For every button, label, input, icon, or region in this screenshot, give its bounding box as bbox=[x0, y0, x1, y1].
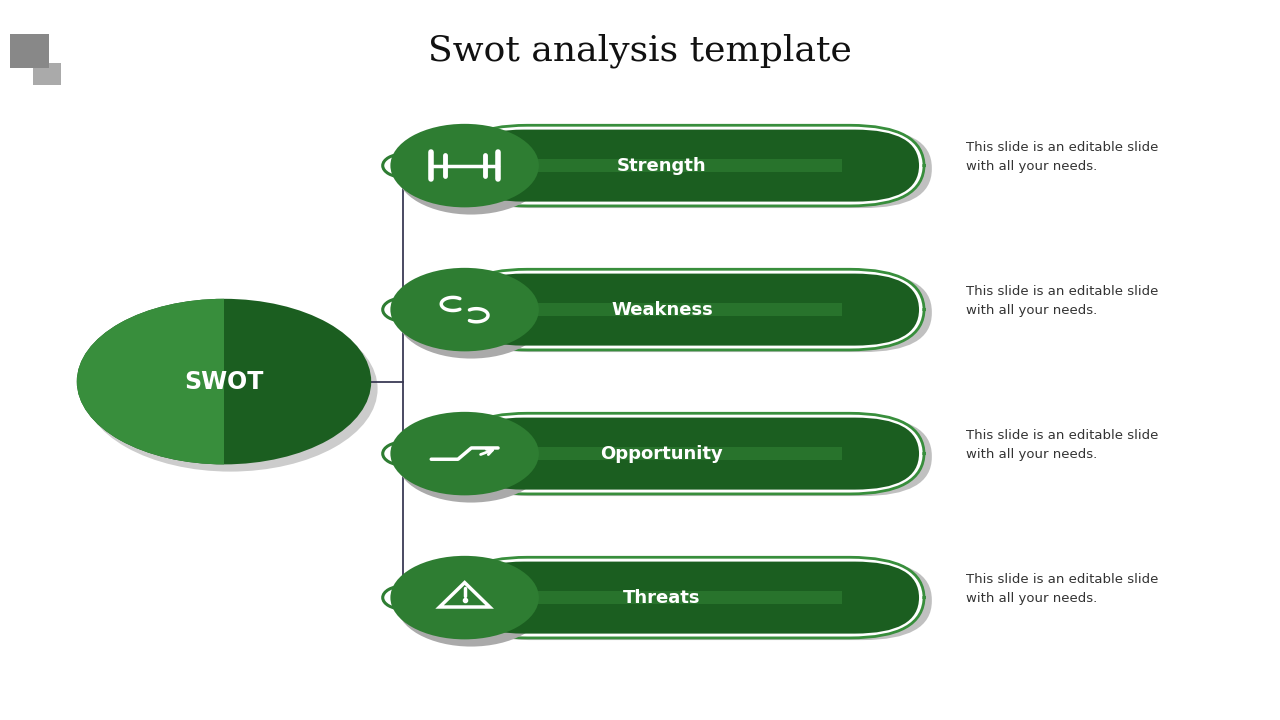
Circle shape bbox=[390, 124, 539, 207]
Circle shape bbox=[77, 299, 371, 464]
Circle shape bbox=[394, 161, 412, 171]
FancyBboxPatch shape bbox=[461, 417, 932, 496]
Circle shape bbox=[383, 298, 424, 321]
Circle shape bbox=[397, 419, 545, 503]
Text: Threats: Threats bbox=[623, 589, 700, 606]
Text: Strength: Strength bbox=[617, 157, 707, 175]
Circle shape bbox=[394, 449, 412, 459]
Text: This slide is an editable slide
with all your needs.: This slide is an editable slide with all… bbox=[966, 141, 1158, 173]
Circle shape bbox=[394, 305, 412, 315]
Text: Weakness: Weakness bbox=[611, 301, 713, 319]
FancyBboxPatch shape bbox=[461, 273, 932, 352]
Circle shape bbox=[383, 154, 424, 177]
Circle shape bbox=[394, 593, 412, 603]
FancyBboxPatch shape bbox=[453, 557, 924, 638]
FancyBboxPatch shape bbox=[453, 269, 924, 350]
FancyBboxPatch shape bbox=[524, 303, 842, 316]
FancyBboxPatch shape bbox=[460, 418, 919, 490]
Text: Opportunity: Opportunity bbox=[600, 444, 723, 463]
FancyBboxPatch shape bbox=[460, 274, 919, 346]
Circle shape bbox=[390, 556, 539, 639]
Circle shape bbox=[390, 412, 539, 495]
Circle shape bbox=[397, 275, 545, 359]
Wedge shape bbox=[77, 299, 224, 464]
Circle shape bbox=[383, 154, 424, 177]
FancyBboxPatch shape bbox=[524, 159, 842, 172]
Text: This slide is an editable slide
with all your needs.: This slide is an editable slide with all… bbox=[966, 573, 1158, 605]
FancyBboxPatch shape bbox=[460, 562, 919, 634]
Text: SWOT: SWOT bbox=[184, 369, 264, 394]
Circle shape bbox=[383, 298, 424, 321]
Circle shape bbox=[83, 306, 378, 472]
FancyBboxPatch shape bbox=[460, 130, 919, 202]
Circle shape bbox=[383, 586, 424, 609]
Text: Swot analysis template: Swot analysis template bbox=[428, 33, 852, 68]
Circle shape bbox=[397, 131, 545, 215]
FancyBboxPatch shape bbox=[453, 413, 924, 494]
Circle shape bbox=[383, 442, 424, 465]
FancyBboxPatch shape bbox=[461, 561, 932, 640]
Bar bbox=[10, 34, 49, 68]
FancyBboxPatch shape bbox=[461, 129, 932, 208]
Bar bbox=[33, 63, 61, 85]
Circle shape bbox=[383, 442, 424, 465]
Circle shape bbox=[383, 586, 424, 609]
FancyBboxPatch shape bbox=[453, 125, 924, 206]
Text: This slide is an editable slide
with all your needs.: This slide is an editable slide with all… bbox=[966, 429, 1158, 461]
Circle shape bbox=[397, 563, 545, 647]
FancyBboxPatch shape bbox=[524, 591, 842, 604]
FancyBboxPatch shape bbox=[524, 447, 842, 460]
Circle shape bbox=[390, 268, 539, 351]
Text: This slide is an editable slide
with all your needs.: This slide is an editable slide with all… bbox=[966, 285, 1158, 317]
